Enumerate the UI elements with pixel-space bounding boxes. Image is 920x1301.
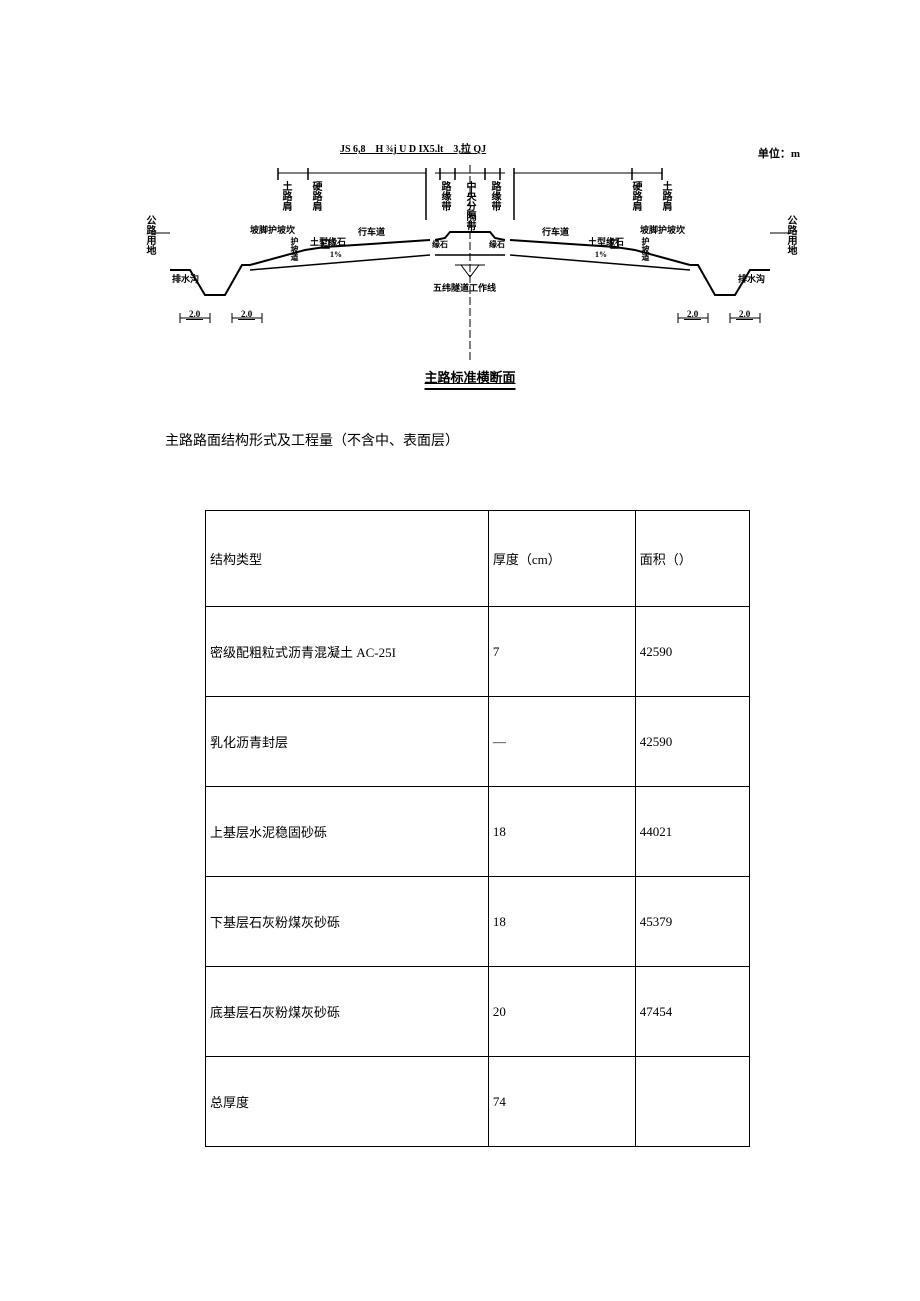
table-header-cell: 厚度（cm） <box>488 511 635 607</box>
table-cell: 下基层石灰粉煤灰砂砾 <box>206 877 489 967</box>
center-bottom-label: 五纬隧道工作线 <box>433 281 496 294</box>
right-dim-2: 2.0 <box>736 309 753 320</box>
table-cell: 42590 <box>635 607 749 697</box>
center-div-right: 路缘带 <box>487 181 502 211</box>
right-p-label: 护坡道 <box>640 237 651 261</box>
table-cell: 上基层水泥稳固砂砾 <box>206 787 489 877</box>
table-cell: 45379 <box>635 877 749 967</box>
table-cell <box>635 1057 749 1147</box>
center-curb-l: 缘石 <box>432 239 448 250</box>
table-cell: 乳化沥青封层 <box>206 697 489 787</box>
right-lane-label: 行车道 <box>542 225 569 238</box>
right-curb-label: 土型缘石 <box>588 235 624 248</box>
table-row: 总厚度 74 <box>206 1057 750 1147</box>
diagram-center-section: 路缘带 中央分隔带 路缘带 缘石 缘石 五纬隧道工作线 <box>435 165 505 365</box>
svg-text:1%: 1% <box>330 250 342 259</box>
table-cell: 总厚度 <box>206 1057 489 1147</box>
table-cell: 18 <box>488 877 635 967</box>
center-div-left: 路缘带 <box>437 181 452 211</box>
table-row: 上基层水泥稳固砂砾 18 44021 <box>206 787 750 877</box>
table-cell: 18 <box>488 787 635 877</box>
svg-text:1%: 1% <box>595 250 607 259</box>
table-cell: 7 <box>488 607 635 697</box>
left-dim-2: 2.0 <box>238 309 255 320</box>
left-lane-label: 行车道 <box>358 225 385 238</box>
diagram-left-section: 1% 公路用地 土路肩 硬路肩 坡脚护坡坎 排水沟 护坡道 土型缘石 行车道 2… <box>150 165 430 345</box>
right-col2: 土路肩 <box>658 181 673 211</box>
table-row: 下基层石灰粉煤灰砂砾 18 45379 <box>206 877 750 967</box>
left-gutter-label: 排水沟 <box>172 272 199 285</box>
right-col1: 硬路肩 <box>628 181 643 211</box>
left-slope-label: 坡脚护坡坎 <box>250 223 295 236</box>
table-cell: 密级配粗粒式沥青混凝土 AC-25I <box>206 607 489 697</box>
table-cell: 74 <box>488 1057 635 1147</box>
table-cell: 底基层石灰粉煤灰砂砾 <box>206 967 489 1057</box>
center-curb-r: 缘石 <box>489 239 505 250</box>
table-row: 密级配粗粒式沥青混凝土 AC-25I 7 42590 <box>206 607 750 697</box>
right-outer-label: 公路用地 <box>783 215 798 255</box>
table-row: 底基层石灰粉煤灰砂砾 20 47454 <box>206 967 750 1057</box>
diagram-caption: 主路标准横断面 <box>424 367 515 390</box>
section-heading: 主路路面结构形式及工程量（不含中、表面层） <box>165 430 740 450</box>
diagram-top-label: JS 6,8 H ¾j U D IX5.lt 3,拉 QJ <box>340 140 486 155</box>
table-header-row: 结构类型 厚度（cm） 面积（） <box>206 511 750 607</box>
diagram-body: 1% 公路用地 土路肩 硬路肩 坡脚护坡坎 排水沟 护坡道 土型缘石 行车道 2… <box>180 165 760 345</box>
left-col1: 土路肩 <box>278 181 293 211</box>
diagram-unit-label: 单位：m <box>758 145 800 161</box>
table-cell: 42590 <box>635 697 749 787</box>
structure-table: 结构类型 厚度（cm） 面积（） 密级配粗粒式沥青混凝土 AC-25I 7 42… <box>205 510 750 1147</box>
left-col2: 硬路肩 <box>308 181 323 211</box>
center-label: 中央分隔带 <box>462 181 477 231</box>
left-p-label: 护坡道 <box>289 237 300 261</box>
right-gutter-label: 排水沟 <box>738 272 765 285</box>
right-dim-1: 2.0 <box>684 309 701 320</box>
table-cell: 47454 <box>635 967 749 1057</box>
diagram-right-section: 1% 公路用地 硬路肩 土路肩 坡脚护坡坎 排水沟 护坡道 土型缘石 行车道 2… <box>510 165 790 345</box>
right-slope-label: 坡脚护坡坎 <box>640 223 685 236</box>
left-outer-label: 公路用地 <box>142 215 157 255</box>
table-cell: 20 <box>488 967 635 1057</box>
left-dim-1: 2.0 <box>186 309 203 320</box>
table-header-cell: 结构类型 <box>206 511 489 607</box>
left-curb-label: 土型缘石 <box>310 235 346 248</box>
cross-section-diagram: JS 6,8 H ¾j U D IX5.lt 3,拉 QJ 单位：m <box>180 140 760 390</box>
table-cell: 44021 <box>635 787 749 877</box>
table-cell: — <box>488 697 635 787</box>
table-header-cell: 面积（） <box>635 511 749 607</box>
table-row: 乳化沥青封层 — 42590 <box>206 697 750 787</box>
